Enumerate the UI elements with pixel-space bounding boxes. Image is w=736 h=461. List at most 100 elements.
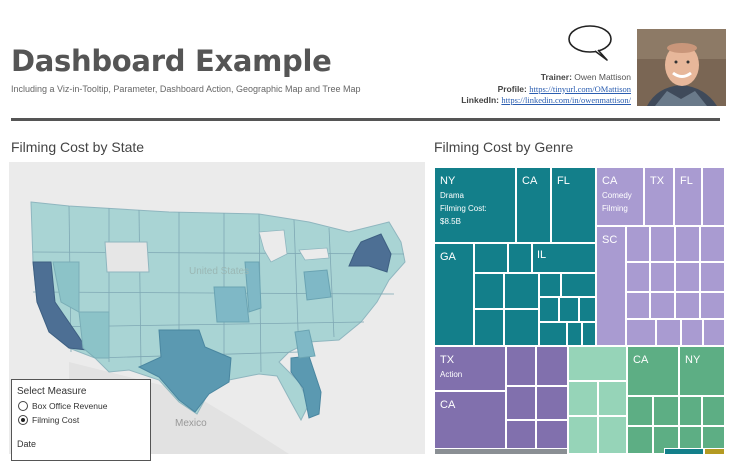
treemap-drama-cell[interactable] bbox=[504, 309, 539, 346]
treemap-mint-cell[interactable] bbox=[568, 416, 598, 454]
tm-state-label: NY bbox=[685, 354, 701, 366]
trainer-name: Owen Mattison bbox=[574, 72, 631, 82]
treemap-action-cell[interactable] bbox=[536, 386, 568, 420]
treemap-drama-ny[interactable]: NY Drama Filming Cost: $8.5B bbox=[434, 167, 516, 243]
measure-option-filming-cost[interactable]: Filming Cost bbox=[18, 415, 79, 425]
treemap-mint-cell[interactable] bbox=[598, 416, 627, 454]
treemap-drama-cell[interactable] bbox=[579, 297, 596, 322]
treemap-drama-cell[interactable] bbox=[539, 273, 561, 297]
treemap-green-ny[interactable]: NY bbox=[679, 346, 725, 396]
tm-state-label: TX bbox=[440, 354, 455, 366]
treemap-drama-cell[interactable] bbox=[504, 273, 539, 309]
treemap-comedy-tx[interactable]: TX bbox=[644, 167, 674, 226]
trainer-label: Trainer: bbox=[540, 72, 572, 82]
profile-label: Profile: bbox=[497, 83, 527, 94]
treemap-mint-cell[interactable] bbox=[598, 381, 627, 416]
treemap-mint-cell[interactable] bbox=[568, 346, 627, 381]
measure-option-box-office[interactable]: Box Office Revenue bbox=[18, 401, 107, 411]
state-wyoming bbox=[104, 241, 150, 273]
profile-link[interactable]: https://tinyurl.com/OMattison bbox=[529, 83, 631, 94]
treemap-drama-ca[interactable]: CA bbox=[516, 167, 551, 243]
measure-option-label: Box Office Revenue bbox=[32, 401, 108, 411]
treemap-other-cell[interactable] bbox=[664, 448, 704, 454]
treemap-comedy-fl[interactable]: FL bbox=[674, 167, 702, 226]
treemap-green-ca[interactable]: CA bbox=[627, 346, 679, 396]
tm-state-label: CA bbox=[602, 175, 618, 187]
treemap-action-cell[interactable] bbox=[506, 386, 536, 420]
treemap-drama-cell[interactable] bbox=[474, 243, 508, 273]
treemap-green-cell[interactable] bbox=[702, 396, 725, 426]
tm-state-label: TX bbox=[650, 175, 665, 187]
treemap-comedy-cell[interactable] bbox=[650, 226, 675, 262]
treemap-action-cell[interactable] bbox=[506, 346, 536, 386]
measure-selector-heading: Select Measure bbox=[17, 386, 87, 397]
tm-state-label: SC bbox=[602, 234, 618, 246]
tm-genre-label: Comedy bbox=[602, 191, 632, 200]
treemap-green-cell[interactable] bbox=[653, 396, 679, 426]
treemap-drama-cell[interactable] bbox=[582, 322, 596, 346]
treemap-other-cell[interactable] bbox=[704, 448, 725, 454]
treemap-comedy-sc[interactable]: SC bbox=[596, 226, 626, 346]
tm-state-label: IL bbox=[537, 249, 547, 261]
map-mexico-label: Mexico bbox=[175, 418, 207, 429]
treemap-comedy-cell[interactable] bbox=[656, 319, 681, 346]
treemap-comedy-cell[interactable] bbox=[681, 319, 703, 346]
treemap-drama-cell[interactable] bbox=[474, 273, 504, 309]
treemap-comedy-cell[interactable] bbox=[626, 226, 650, 262]
trainer-photo bbox=[637, 29, 726, 106]
linkedin-label: LinkedIn: bbox=[461, 95, 499, 105]
tm-state-label: CA bbox=[440, 399, 456, 411]
state-missouri bbox=[213, 286, 250, 323]
genre-treemap[interactable]: NY Drama Filming Cost: $8.5B CA FL GA IL… bbox=[434, 167, 725, 454]
treemap-drama-fl[interactable]: FL bbox=[551, 167, 596, 243]
measure-option-label: Filming Cost bbox=[32, 415, 80, 425]
tm-genre-label: Drama bbox=[440, 191, 465, 200]
treemap-comedy-cell[interactable] bbox=[703, 319, 725, 346]
radio-box-office[interactable] bbox=[18, 401, 28, 411]
date-filter-label: Date bbox=[17, 439, 37, 449]
treemap-drama-cell[interactable] bbox=[561, 273, 596, 297]
treemap-green-cell[interactable] bbox=[627, 426, 653, 454]
state-texas bbox=[137, 329, 232, 413]
treemap-comedy-cell[interactable] bbox=[702, 167, 725, 226]
treemap-comedy-cell[interactable] bbox=[626, 319, 656, 346]
speech-bubble-icon[interactable] bbox=[565, 22, 617, 64]
treemap-comedy-cell[interactable] bbox=[650, 262, 675, 292]
treemap-comedy-cell[interactable] bbox=[700, 292, 725, 319]
treemap-comedy-cell[interactable] bbox=[700, 226, 725, 262]
linkedin-link[interactable]: https://linkedin.com/in/owenmattison/ bbox=[501, 95, 631, 105]
treemap-drama-cell[interactable] bbox=[474, 309, 504, 346]
treemap-comedy-ca[interactable]: CA Comedy Filming bbox=[596, 167, 644, 226]
tm-cost-label: Filming bbox=[602, 204, 628, 213]
treemap-action-cell[interactable] bbox=[536, 346, 568, 386]
treemap-drama-ga[interactable]: GA bbox=[434, 243, 474, 346]
treemap-drama-cell[interactable] bbox=[539, 297, 559, 322]
treemap-drama-cell[interactable] bbox=[539, 322, 567, 346]
treemap-drama-il[interactable]: IL bbox=[532, 243, 596, 273]
treemap-green-cell[interactable] bbox=[627, 396, 653, 426]
treemap-mint-cell[interactable] bbox=[568, 381, 598, 416]
tm-state-label: CA bbox=[522, 175, 538, 187]
treemap-action-tx[interactable]: TX Action bbox=[434, 346, 506, 391]
treemap-drama-cell[interactable] bbox=[508, 243, 532, 273]
tm-cost-label: Filming Cost: bbox=[440, 204, 487, 213]
tm-state-label: FL bbox=[557, 175, 570, 187]
treemap-comedy-cell[interactable] bbox=[626, 292, 650, 319]
treemap-comedy-cell[interactable] bbox=[675, 262, 700, 292]
treemap-comedy-cell[interactable] bbox=[675, 292, 700, 319]
treemap-drama-cell[interactable] bbox=[559, 297, 579, 322]
radio-filming-cost[interactable] bbox=[18, 415, 28, 425]
treemap-comedy-cell[interactable] bbox=[626, 262, 650, 292]
dashboard-title: Dashboard Example bbox=[11, 44, 332, 78]
state-ohio bbox=[303, 269, 332, 301]
treemap-comedy-cell[interactable] bbox=[675, 226, 700, 262]
treemap-drama-cell[interactable] bbox=[567, 322, 582, 346]
tm-state-label: FL bbox=[680, 175, 693, 187]
treemap-comedy-cell[interactable] bbox=[700, 262, 725, 292]
trainer-credits: Trainer: Owen Mattison Profile: https://… bbox=[461, 72, 631, 107]
treemap-comedy-cell[interactable] bbox=[650, 292, 675, 319]
treemap-action-ca[interactable]: CA bbox=[434, 391, 506, 454]
treemap-other-cell[interactable] bbox=[434, 448, 568, 454]
tm-state-label: CA bbox=[633, 354, 649, 366]
treemap-green-cell[interactable] bbox=[679, 396, 702, 426]
